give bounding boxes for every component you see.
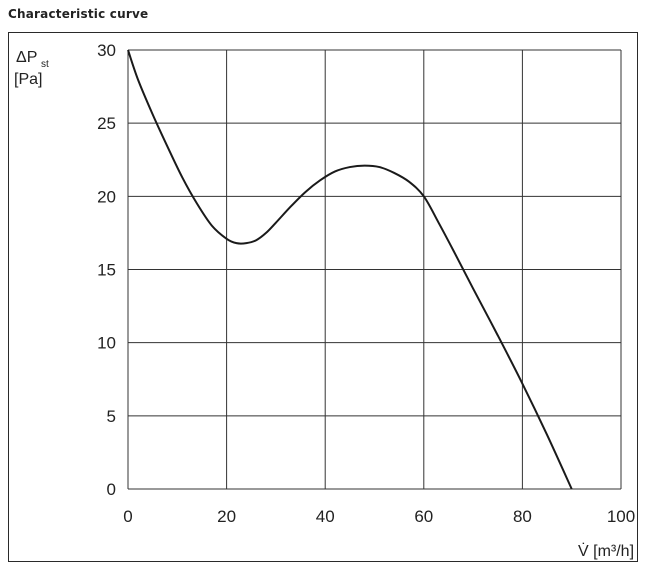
x-axis-label: V̇ [m³/h] (578, 542, 634, 560)
x-tick-label-20: 20 (217, 507, 236, 526)
y-axis-label-main: ΔP (16, 49, 37, 66)
tick-labels: 0 5 10 15 20 25 30 0 20 40 60 80 100 (97, 41, 635, 526)
x-tick-label-80: 80 (513, 507, 532, 526)
grid-lines (127, 49, 622, 490)
chart-frame (8, 32, 638, 562)
y-tick-label-30: 30 (97, 41, 116, 60)
x-tick-label-60: 60 (414, 507, 433, 526)
curve-layer (127, 49, 573, 490)
y-tick-label-15: 15 (97, 261, 116, 280)
y-axis-label-subscript: st (41, 59, 49, 70)
x-tick-label-0: 0 (123, 507, 132, 526)
y-tick-label-5: 5 (107, 407, 116, 426)
y-tick-label-10: 10 (97, 334, 116, 353)
page-title: Characteristic curve (8, 7, 149, 21)
y-axis-label-unit: [Pa] (14, 71, 42, 88)
x-tick-label-100: 100 (607, 507, 635, 526)
y-tick-label-0: 0 (107, 480, 116, 499)
x-tick-label-40: 40 (316, 507, 335, 526)
y-tick-label-20: 20 (97, 187, 116, 206)
y-tick-label-25: 25 (97, 114, 116, 133)
axis-labels: ΔP st [Pa] V̇ [m³/h] (14, 49, 634, 560)
characteristic-curve-line (127, 49, 573, 490)
